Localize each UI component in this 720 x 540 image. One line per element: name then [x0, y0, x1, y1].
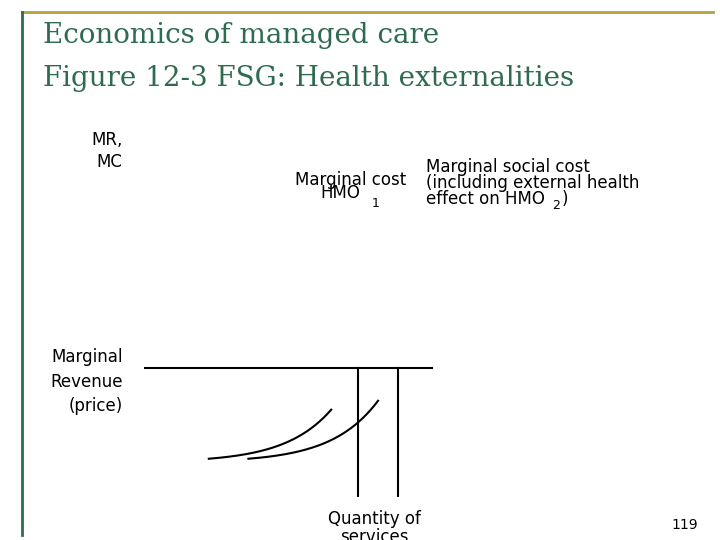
Text: services: services — [340, 528, 409, 540]
Text: Marginal: Marginal — [51, 348, 122, 366]
Text: 1: 1 — [372, 197, 380, 210]
Text: Marginal social cost: Marginal social cost — [426, 158, 590, 176]
Text: Economics of managed care: Economics of managed care — [43, 22, 439, 49]
Text: Figure 12-3 FSG: Health externalities: Figure 12-3 FSG: Health externalities — [43, 65, 575, 92]
Text: HMO: HMO — [320, 185, 360, 202]
Text: (including external health: (including external health — [426, 174, 640, 192]
Text: Quantity of: Quantity of — [328, 510, 420, 528]
Text: MR,: MR, — [91, 131, 122, 150]
Text: Marginal cost: Marginal cost — [295, 171, 407, 189]
Text: MC: MC — [96, 153, 122, 171]
Text: 119: 119 — [672, 518, 698, 532]
Text: 2: 2 — [552, 199, 560, 212]
Text: effect on HMO: effect on HMO — [426, 190, 545, 208]
Text: Revenue: Revenue — [50, 373, 122, 390]
Text: (price): (price) — [68, 397, 122, 415]
Text: ): ) — [562, 190, 568, 208]
